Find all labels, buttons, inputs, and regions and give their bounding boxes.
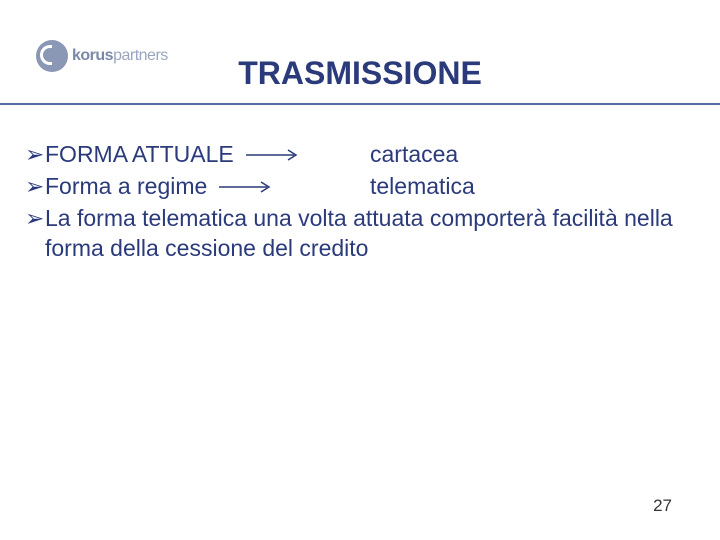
bullet-text-3: La forma telematica una volta attuata co… bbox=[45, 204, 680, 264]
bullet-item-1: ➢ FORMA ATTUALE cartacea bbox=[25, 140, 680, 170]
bullet-marker-icon: ➢ bbox=[25, 172, 45, 202]
page-number: 27 bbox=[653, 496, 672, 516]
bullet-marker-icon: ➢ bbox=[25, 204, 45, 234]
slide-title: TRASMISSIONE bbox=[0, 55, 720, 92]
bullet-label-2: Forma a regime bbox=[45, 172, 207, 202]
bullet-label-1: FORMA ATTUALE bbox=[45, 140, 234, 170]
slide-content: ➢ FORMA ATTUALE cartacea ➢ Forma a regim… bbox=[25, 140, 680, 264]
bullet-marker-icon: ➢ bbox=[25, 140, 45, 170]
slide-header: korus partners TRASMISSIONE bbox=[0, 0, 720, 105]
bullet-item-3: ➢ La forma telematica una volta attuata … bbox=[25, 204, 680, 264]
bullet-value-2: telematica bbox=[370, 172, 475, 202]
bullet-value-1: cartacea bbox=[370, 140, 458, 170]
arrow-icon bbox=[244, 148, 302, 162]
bullet-item-2: ➢ Forma a regime telematica bbox=[25, 172, 680, 202]
arrow-icon bbox=[217, 180, 275, 194]
